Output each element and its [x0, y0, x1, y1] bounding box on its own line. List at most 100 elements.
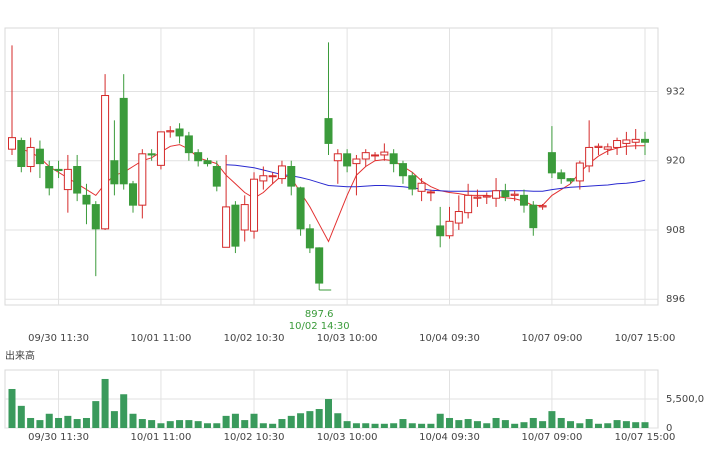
- volume-bar: [259, 423, 267, 428]
- volume-bar: [520, 422, 528, 428]
- volume-bar: [315, 409, 323, 428]
- candle-body: [529, 204, 538, 229]
- volume-bar: [129, 413, 137, 428]
- volume-bar: [92, 401, 100, 428]
- candle-body: [641, 138, 649, 143]
- x-tick-label: 10/07 15:00: [615, 333, 676, 344]
- volume-bar: [436, 413, 444, 428]
- candle-body: [277, 165, 286, 180]
- volume-bar: [511, 423, 519, 428]
- volume-bar: [110, 411, 118, 428]
- plot-frame: [4, 27, 659, 306]
- candle-body: [119, 97, 128, 185]
- volume-bar: [594, 423, 602, 428]
- volume-bar: [222, 415, 230, 428]
- candle-body: [454, 211, 463, 224]
- volume-bar: [641, 422, 649, 428]
- volume-bar: [157, 423, 165, 428]
- volume-bar: [622, 421, 630, 428]
- x-tick-label: 10/02 10:30: [224, 432, 285, 443]
- y-tick-label: 908: [666, 225, 685, 236]
- y-tick-label: 920: [666, 156, 685, 167]
- y-tick-label: 5,500,000: [666, 394, 704, 405]
- candle-body: [63, 168, 72, 191]
- volume-bar: [73, 419, 81, 428]
- y-tick-label: 0: [666, 423, 672, 434]
- x-tick-label: 10/04 09:30: [419, 432, 480, 443]
- volume-bar: [473, 421, 481, 428]
- volume-bar: [241, 420, 249, 428]
- candle-body: [547, 152, 556, 174]
- candle-body: [268, 175, 277, 178]
- candle-body: [389, 153, 398, 165]
- candle-body: [585, 146, 594, 167]
- volume-bar: [464, 419, 472, 428]
- volume-bar: [613, 420, 621, 428]
- candle-body: [371, 154, 380, 157]
- candle-body: [222, 206, 231, 248]
- volume-bar: [82, 417, 90, 428]
- candle-body: [212, 166, 221, 187]
- volume-bar: [101, 378, 109, 428]
- candle-body: [17, 140, 26, 167]
- volume-bar: [548, 411, 556, 428]
- candle-body: [194, 152, 203, 162]
- candle-body: [305, 228, 314, 249]
- volume-bar: [390, 423, 398, 428]
- candle-body: [259, 175, 268, 182]
- volume-bar: [455, 420, 463, 428]
- volume-bar: [334, 413, 342, 428]
- candle-body: [510, 193, 519, 196]
- volume-bar: [483, 423, 491, 428]
- volume-bar: [185, 420, 193, 428]
- volume-bar: [231, 413, 239, 428]
- candle-body: [473, 196, 482, 199]
- candle-body: [315, 247, 324, 284]
- volume-bar: [576, 423, 584, 428]
- candle-body: [138, 153, 147, 206]
- volume-bar: [352, 423, 360, 428]
- volume-bar: [306, 411, 314, 428]
- candle-body: [594, 145, 603, 148]
- volume-bar: [557, 417, 565, 428]
- candle-body: [203, 160, 212, 165]
- volume-bar: [380, 423, 388, 428]
- candle-body: [408, 175, 417, 190]
- x-tick-label: 09/30 11:30: [28, 333, 89, 344]
- low-label: 897.6: [305, 309, 334, 320]
- volume-bar: [632, 422, 640, 428]
- x-tick-label: 10/01 11:00: [131, 432, 192, 443]
- candle-body: [73, 166, 82, 194]
- candle-body: [482, 195, 491, 198]
- x-tick-label: 10/07 09:00: [521, 333, 582, 344]
- candle-body: [417, 182, 426, 192]
- candle-body: [501, 190, 510, 198]
- volume-bar: [567, 421, 575, 428]
- volume-bar: [138, 419, 146, 428]
- volume-bar: [269, 423, 277, 428]
- volume-bar: [55, 417, 63, 428]
- candle-body: [519, 194, 528, 206]
- volume-bar: [343, 421, 351, 428]
- volume-bar: [36, 420, 44, 428]
- low-label-time: 10/02 14:30: [289, 321, 350, 332]
- candle-body: [250, 178, 259, 232]
- x-tick-label: 10/07 15:00: [615, 432, 676, 443]
- volume-bar: [203, 423, 211, 428]
- candle-body: [54, 168, 63, 172]
- candle-body: [538, 205, 547, 208]
- volume-bar: [399, 419, 407, 428]
- x-tick-label: 10/03 10:00: [317, 333, 378, 344]
- candle-body: [603, 146, 612, 150]
- candle-body: [613, 140, 622, 148]
- candle-body: [156, 131, 165, 166]
- candle-body: [492, 190, 501, 199]
- volume-bar: [120, 394, 128, 428]
- x-tick-label: 10/07 09:00: [521, 432, 582, 443]
- volume-bar: [194, 421, 202, 428]
- volume-bar: [585, 419, 593, 428]
- candle-body: [296, 187, 305, 230]
- candle-body: [566, 178, 575, 182]
- candle-body: [361, 152, 370, 160]
- candle-body: [26, 146, 35, 168]
